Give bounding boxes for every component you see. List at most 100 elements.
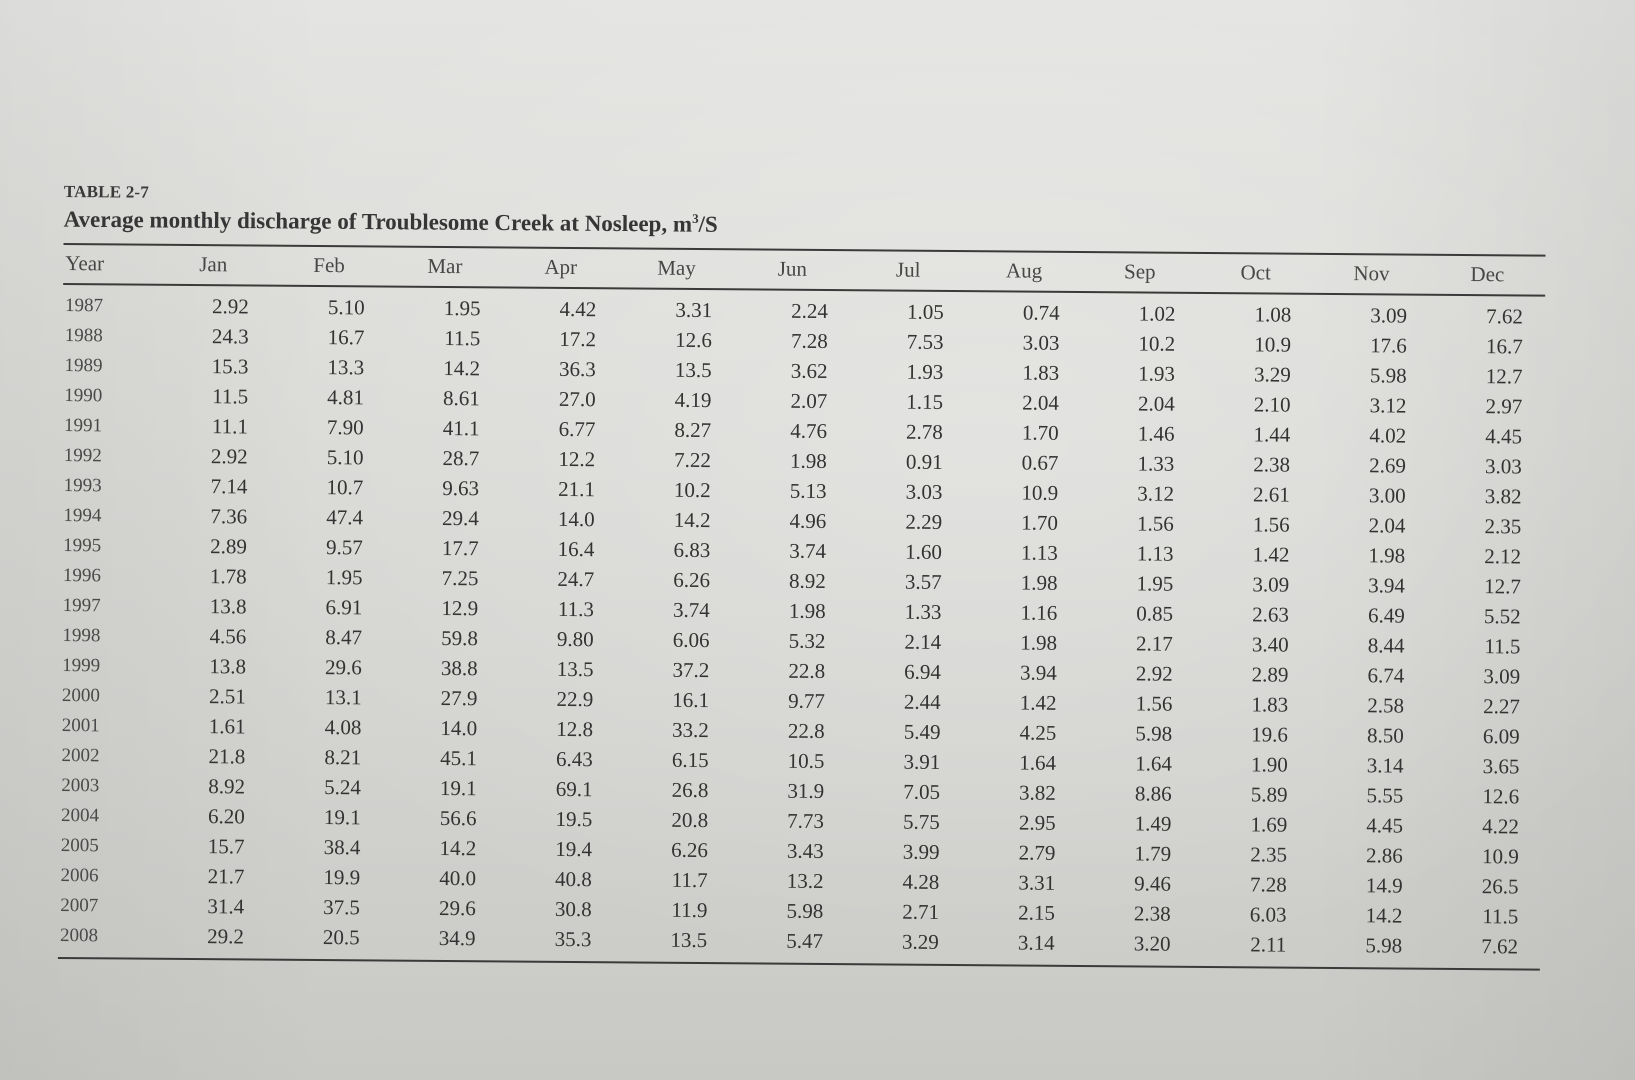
discharge-cell-mar: 28.7 bbox=[442, 446, 480, 471]
discharge-cell-mar: 41.1 bbox=[442, 416, 480, 441]
discharge-cell-may: 12.6 bbox=[675, 327, 713, 353]
discharge-cell-nov: 3.00 bbox=[1368, 483, 1406, 508]
discharge-cell-jun: 1.98 bbox=[789, 448, 827, 474]
column-header-sep: Sep bbox=[1124, 259, 1156, 284]
discharge-cell-aug: 10.9 bbox=[1021, 480, 1059, 505]
discharge-cell-dec: 2.12 bbox=[1484, 544, 1522, 569]
discharge-cell-apr: 4.42 bbox=[559, 297, 597, 322]
discharge-cell-apr: 14.0 bbox=[557, 507, 595, 532]
table-container: TABLE 2-7 Average monthly discharge of T… bbox=[57, 182, 1546, 971]
discharge-cell-sep: 1.56 bbox=[1135, 691, 1173, 716]
discharge-cell-oct: 2.10 bbox=[1253, 392, 1291, 417]
discharge-cell-feb: 1.95 bbox=[325, 565, 363, 590]
discharge-cell-nov: 2.04 bbox=[1368, 513, 1406, 538]
discharge-cell-feb: 5.24 bbox=[324, 775, 362, 800]
discharge-cell-feb: 8.21 bbox=[324, 745, 362, 770]
discharge-cell-may: 13.5 bbox=[674, 357, 712, 383]
discharge-cell-oct: 7.28 bbox=[1249, 872, 1287, 897]
discharge-cell-jun: 13.2 bbox=[786, 868, 824, 894]
discharge-cell-may: 14.2 bbox=[673, 507, 711, 533]
discharge-cell-nov: 14.9 bbox=[1365, 873, 1403, 898]
discharge-cell-apr: 6.77 bbox=[558, 417, 596, 442]
discharge-cell-oct: 1.56 bbox=[1252, 512, 1290, 537]
discharge-cell-aug: 3.03 bbox=[1022, 330, 1060, 355]
discharge-cell-jan: 2.92 bbox=[212, 294, 249, 319]
discharge-cell-aug: 0.74 bbox=[1022, 300, 1060, 325]
discharge-cell-mar: 14.2 bbox=[443, 356, 481, 381]
discharge-cell-mar: 1.95 bbox=[443, 296, 481, 321]
discharge-cell-nov: 6.74 bbox=[1367, 663, 1405, 688]
discharge-cell-oct: 3.09 bbox=[1252, 572, 1290, 597]
year-cell: 1992 bbox=[63, 444, 102, 466]
discharge-cell-jul: 6.94 bbox=[904, 659, 942, 685]
discharge-cell-feb: 4.08 bbox=[324, 715, 362, 740]
year-cell: 2008 bbox=[60, 924, 99, 946]
discharge-cell-oct: 2.35 bbox=[1250, 842, 1288, 867]
discharge-cell-mar: 7.25 bbox=[441, 566, 479, 591]
year-cell: 1996 bbox=[62, 564, 101, 586]
discharge-cell-jun: 7.28 bbox=[790, 328, 828, 354]
discharge-cell-jan: 1.61 bbox=[208, 714, 246, 739]
discharge-cell-jun: 5.98 bbox=[786, 898, 824, 924]
column-header-apr: Apr bbox=[544, 254, 578, 280]
discharge-cell-may: 3.31 bbox=[675, 297, 713, 323]
discharge-cell-aug: 2.95 bbox=[1018, 810, 1056, 835]
discharge-cell-jul: 1.05 bbox=[906, 299, 944, 325]
discharge-cell-jul: 2.44 bbox=[903, 689, 941, 715]
discharge-cell-dec: 2.27 bbox=[1483, 694, 1521, 719]
discharge-cell-sep: 1.56 bbox=[1136, 511, 1174, 536]
discharge-cell-apr: 6.43 bbox=[555, 747, 593, 772]
year-cell: 1997 bbox=[62, 594, 101, 616]
discharge-cell-aug: 2.79 bbox=[1018, 840, 1056, 865]
discharge-cell-nov: 8.50 bbox=[1366, 723, 1404, 748]
discharge-cell-apr: 40.8 bbox=[555, 867, 592, 892]
discharge-cell-may: 6.26 bbox=[673, 567, 711, 593]
discharge-cell-jul: 5.49 bbox=[903, 719, 941, 745]
discharge-cell-nov: 3.12 bbox=[1369, 393, 1407, 418]
discharge-cell-aug: 1.83 bbox=[1022, 360, 1060, 385]
discharge-cell-jan: 2.92 bbox=[210, 444, 248, 469]
discharge-cell-oct: 2.61 bbox=[1253, 482, 1290, 507]
discharge-cell-jul: 3.29 bbox=[902, 929, 939, 955]
discharge-cell-oct: 2.11 bbox=[1250, 932, 1287, 957]
discharge-cell-jul: 2.78 bbox=[906, 419, 943, 445]
caption-text: Average monthly discharge of Troublesome… bbox=[63, 206, 693, 237]
discharge-cell-jun: 7.73 bbox=[787, 808, 825, 834]
discharge-cell-feb: 5.10 bbox=[327, 295, 365, 320]
discharge-cell-jul: 2.14 bbox=[904, 629, 942, 655]
discharge-cell-jun: 22.8 bbox=[788, 658, 826, 684]
discharge-cell-aug: 1.13 bbox=[1020, 540, 1058, 565]
discharge-cell-feb: 6.91 bbox=[325, 595, 363, 620]
year-cell: 1999 bbox=[62, 654, 101, 676]
discharge-cell-dec: 16.7 bbox=[1485, 334, 1523, 359]
discharge-cell-jun: 2.07 bbox=[790, 388, 828, 414]
discharge-cell-oct: 1.83 bbox=[1251, 692, 1289, 717]
discharge-cell-mar: 45.1 bbox=[440, 746, 478, 771]
discharge-cell-nov: 3.14 bbox=[1366, 753, 1404, 778]
discharge-cell-apr: 12.8 bbox=[556, 717, 594, 742]
discharge-cell-mar: 56.6 bbox=[439, 806, 477, 831]
column-header-jun: Jun bbox=[777, 256, 808, 281]
discharge-cell-sep: 1.49 bbox=[1134, 811, 1172, 836]
discharge-cell-jan: 2.89 bbox=[210, 534, 248, 559]
discharge-cell-oct: 1.42 bbox=[1252, 542, 1290, 567]
discharge-cell-mar: 38.8 bbox=[440, 656, 478, 681]
discharge-cell-jul: 1.93 bbox=[906, 359, 944, 385]
discharge-cell-jul: 1.33 bbox=[904, 599, 942, 625]
discharge-cell-oct: 3.29 bbox=[1253, 362, 1291, 387]
discharge-cell-sep: 2.38 bbox=[1133, 901, 1171, 926]
discharge-cell-jul: 0.91 bbox=[905, 449, 943, 475]
discharge-cell-dec: 6.09 bbox=[1482, 724, 1520, 749]
discharge-cell-jan: 7.36 bbox=[210, 504, 248, 529]
discharge-cell-jan: 2.51 bbox=[208, 684, 246, 709]
discharge-cell-sep: 3.20 bbox=[1133, 931, 1171, 956]
discharge-cell-feb: 47.4 bbox=[326, 505, 364, 530]
discharge-cell-dec: 3.09 bbox=[1483, 664, 1521, 689]
discharge-cell-may: 4.19 bbox=[674, 387, 712, 413]
discharge-cell-jan: 15.3 bbox=[211, 354, 249, 379]
discharge-cell-nov: 5.55 bbox=[1366, 783, 1404, 808]
discharge-cell-jun: 5.32 bbox=[788, 628, 826, 654]
discharge-cell-sep: 8.86 bbox=[1134, 781, 1172, 806]
discharge-cell-sep: 1.64 bbox=[1135, 751, 1173, 776]
discharge-cell-nov: 6.49 bbox=[1367, 603, 1405, 628]
